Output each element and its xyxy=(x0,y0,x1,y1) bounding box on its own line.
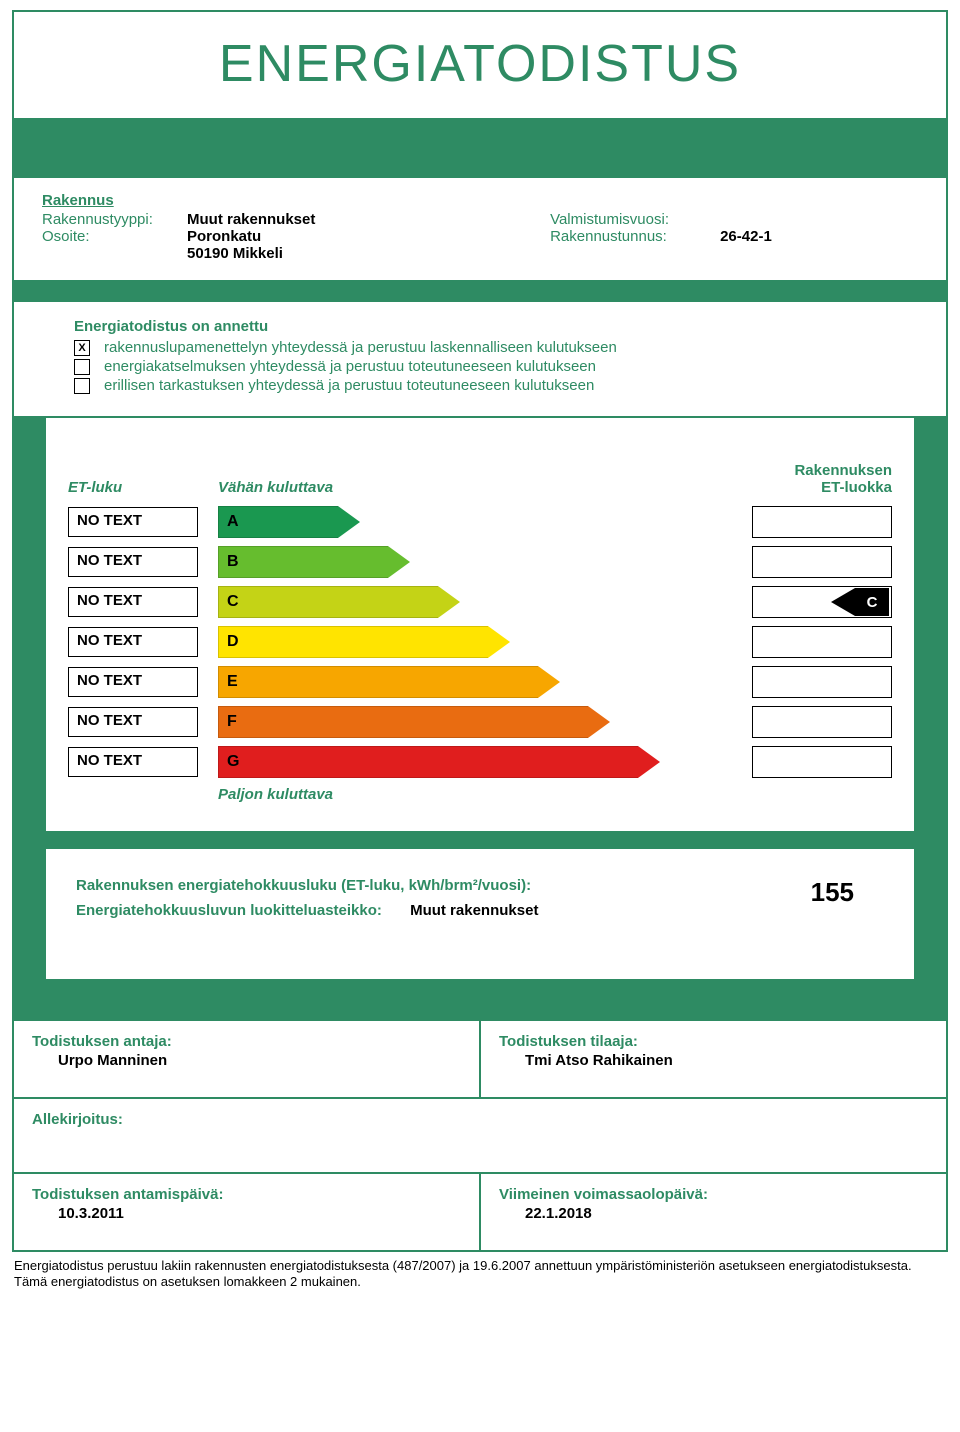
giver-cell: Todistuksen antaja: Urpo Manninen xyxy=(12,1019,481,1099)
title-panel: ENERGIATODISTUS xyxy=(12,10,948,120)
id-value: 26-42-1 xyxy=(720,228,772,245)
class-indicator-cell xyxy=(752,666,892,698)
type-value: Muut rakennukset xyxy=(187,211,315,228)
energy-class-row: NO TEXT G xyxy=(68,746,892,778)
class-indicator-cell xyxy=(752,506,892,538)
address-line2: 50190 Mikkeli xyxy=(187,245,283,262)
et-range-cell: NO TEXT xyxy=(68,627,198,657)
giver-value: Urpo Manninen xyxy=(32,1052,461,1069)
energy-class-row: NO TEXT E xyxy=(68,666,892,698)
building-heading: Rakennus xyxy=(42,192,918,209)
address-line1: Poronkatu xyxy=(187,228,261,245)
energy-class-arrow: C xyxy=(218,586,460,618)
checkbox xyxy=(74,378,90,394)
issuer-grid: Todistuksen antaja: Urpo Manninen Todist… xyxy=(12,1019,948,1252)
context-option: energiakatselmuksen yhteydessä ja perust… xyxy=(74,358,918,375)
et-range-cell: NO TEXT xyxy=(68,587,198,617)
class-indicator-cell xyxy=(752,746,892,778)
class-indicator-cell xyxy=(752,706,892,738)
page-title: ENERGIATODISTUS xyxy=(14,34,946,94)
class-indicator-cell xyxy=(752,546,892,578)
issue-date-cell: Todistuksen antamispäivä: 10.3.2011 xyxy=(12,1174,481,1252)
chart-head-et: ET-luku xyxy=(68,479,218,496)
context-option-label: energiakatselmuksen yhteydessä ja perust… xyxy=(104,358,596,375)
class-indicator-cell xyxy=(752,626,892,658)
metric-line2-label: Energiatehokkuusluvun luokitteluasteikko… xyxy=(76,902,382,919)
energy-class-row: NO TEXT A xyxy=(68,506,892,538)
type-label: Rakennustyyppi: xyxy=(42,211,187,228)
spacer xyxy=(12,120,948,176)
energy-class-arrow: E xyxy=(218,666,560,698)
class-indicator-cell: C xyxy=(752,586,892,618)
checkbox xyxy=(74,359,90,375)
issue-date-value: 10.3.2011 xyxy=(32,1205,461,1222)
et-range-cell: NO TEXT xyxy=(68,507,198,537)
energy-chart-panel: ET-luku Vähän kuluttava Rakennuksen ET-l… xyxy=(12,418,948,831)
id-label: Rakennustunnus: xyxy=(550,228,720,245)
energy-class-row: NO TEXT F xyxy=(68,706,892,738)
energy-class-arrow: F xyxy=(218,706,610,738)
valid-date-cell: Viimeinen voimassaolopäivä: 22.1.2018 xyxy=(481,1174,948,1252)
et-range-cell: NO TEXT xyxy=(68,707,198,737)
address-label: Osoite: xyxy=(42,228,187,245)
context-option: erillisen tarkastuksen yhteydessä ja per… xyxy=(74,377,918,394)
building-info-panel: Rakennus Rakennustyyppi: Muut rakennukse… xyxy=(12,176,948,282)
year-label: Valmistumisvuosi: xyxy=(550,211,720,228)
et-range-cell: NO TEXT xyxy=(68,547,198,577)
context-panel: Energiatodistus on annettu Xrakennuslupa… xyxy=(12,300,948,418)
energy-class-row: NO TEXT C C xyxy=(68,586,892,618)
energy-class-arrow: G xyxy=(218,746,660,778)
energy-class-arrow: D xyxy=(218,626,510,658)
context-heading: Energiatodistus on annettu xyxy=(74,318,918,335)
spacer xyxy=(12,282,948,300)
valid-date-value: 22.1.2018 xyxy=(499,1205,928,1222)
orderer-value: Tmi Atso Rahikainen xyxy=(499,1052,928,1069)
chart-head-class: Rakennuksen ET-luokka xyxy=(742,462,892,496)
energy-class-arrow: A xyxy=(218,506,360,538)
context-option-label: rakennuslupamenettelyn yhteydessä ja per… xyxy=(104,339,617,356)
signature-cell: Allekirjoitus: xyxy=(12,1099,948,1174)
orderer-cell: Todistuksen tilaaja: Tmi Atso Rahikainen xyxy=(481,1019,948,1099)
context-option-label: erillisen tarkastuksen yhteydessä ja per… xyxy=(104,377,594,394)
selected-class-indicator: C xyxy=(831,588,889,616)
metric-value: 155 xyxy=(811,877,884,908)
energy-class-row: NO TEXT B xyxy=(68,546,892,578)
et-range-cell: NO TEXT xyxy=(68,667,198,697)
context-option: Xrakennuslupamenettelyn yhteydessä ja pe… xyxy=(74,339,918,356)
energy-class-row: NO TEXT D xyxy=(68,626,892,658)
chart-head-low: Vähän kuluttava xyxy=(218,479,742,496)
metric-panel: Rakennuksen energiatehokkuusluku (ET-luk… xyxy=(12,831,948,1019)
checkbox: X xyxy=(74,340,90,356)
energy-class-arrow: B xyxy=(218,546,410,578)
footnote: Energiatodistus perustuu lakiin rakennus… xyxy=(12,1252,948,1301)
et-range-cell: NO TEXT xyxy=(68,747,198,777)
metric-line2-value: Muut rakennukset xyxy=(410,902,538,919)
metric-line1: Rakennuksen energiatehokkuusluku (ET-luk… xyxy=(76,877,811,894)
chart-foot-high: Paljon kuluttava xyxy=(218,786,892,803)
